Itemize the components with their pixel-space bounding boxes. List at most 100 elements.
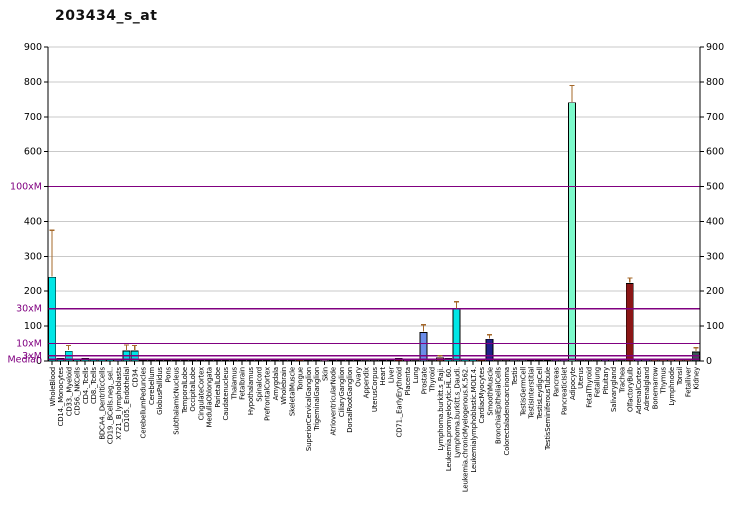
- x-tick-label: TestisLeydigCell: [536, 367, 544, 420]
- x-tick-label: CingulateCortex: [197, 367, 205, 420]
- x-tick-label: CerebellumPeduncles: [140, 366, 148, 438]
- x-tick-label: Adipocyte: [569, 367, 577, 400]
- x-tick-label: Tongue: [297, 367, 305, 392]
- ref-label-30xm: 30xM: [16, 304, 42, 315]
- x-tick-label: SuperiorCervicalGanglion: [305, 367, 313, 451]
- bar-prostate: [419, 332, 428, 362]
- x-tick-label: Leukemia.promyelocytic.HL.60.: [445, 367, 453, 471]
- x-tick-label: CardiacMyocytes: [478, 366, 486, 423]
- x-tick-label: BDCA4._DentriticCells: [98, 366, 106, 439]
- x-tick-label: Testis: [511, 366, 519, 386]
- x-tick-label: Kidney: [693, 367, 701, 390]
- y-tick-label-right: 400: [706, 216, 724, 227]
- x-tick-label: Wholebrain: [280, 367, 288, 405]
- y-tick-label-right: 300: [706, 251, 724, 262]
- x-tick-label: CD8._Tcells: [90, 366, 98, 404]
- x-tick-label: TestisGermCell: [519, 367, 527, 417]
- x-tick-label: Lymphnode: [668, 367, 676, 406]
- x-tick-label: Amygdala: [272, 367, 280, 400]
- x-tick-label: CD14._Monocytes: [57, 366, 65, 426]
- x-tick-label: Hypothalamus: [247, 366, 255, 415]
- x-tick-label: FetalThyroid: [585, 367, 593, 408]
- y-tick-label-left: 400: [24, 216, 42, 227]
- x-tick-label: Thalamus: [230, 366, 238, 400]
- x-tick-label: Pons: [164, 366, 172, 382]
- x-tick-label: AtrioventricularNode: [330, 367, 338, 436]
- x-tick-label: Lymphoma.burkitt.s_Daudi.: [453, 367, 461, 458]
- ref-label-10xm: 10xM: [16, 339, 42, 350]
- x-tick-label: CD4._Tcells: [82, 366, 90, 404]
- x-tick-label: Salivarygland: [610, 367, 618, 412]
- x-tick-label: ParietalLobe: [214, 367, 222, 408]
- ref-label-3xm: 3xM: [22, 351, 42, 362]
- y-tick-label-right: 500: [706, 182, 724, 193]
- x-tick-label: Ovary: [354, 367, 362, 387]
- y-tick-label-left: 900: [24, 42, 42, 53]
- ref-label-median: Median: [7, 354, 42, 365]
- y-tick-label-right: 0: [706, 356, 712, 367]
- bar-lymphoma-burkitt-s-daudi: [452, 308, 461, 362]
- x-tick-label: Tonsil: [676, 367, 684, 386]
- x-tick-label: Leukemialymphoblastic.MOLT.4.: [470, 367, 478, 473]
- x-tick-label: Heart: [379, 367, 387, 386]
- y-tick-label-right: 100: [706, 321, 724, 332]
- x-tick-label: Colorectaladenocarcinoma: [503, 367, 511, 455]
- x-tick-label: SkeletalMuscle: [288, 367, 296, 416]
- x-tick-label: GlobusPallidus: [156, 366, 164, 414]
- bar-olfactorybulb: [625, 283, 634, 362]
- x-tick-label: TrigeminalGanglion: [313, 367, 321, 432]
- x-tick-label: Skin: [321, 367, 329, 381]
- x-tick-label: Cerebellum: [148, 367, 156, 405]
- x-tick-label: CD19._BCells.neg._sel..: [107, 367, 115, 444]
- x-tick-label: BronchialEpithelialCells: [495, 366, 503, 444]
- x-tick-label: MedullaOblongata: [206, 367, 214, 427]
- x-tick-label: Lung: [412, 367, 420, 383]
- x-tick-label: Fetallung: [594, 367, 602, 397]
- x-tick-label: TemporalLobe: [181, 367, 189, 414]
- x-tick-label: Placenta: [404, 367, 412, 395]
- x-tick-label: CD33._Myeloid: [65, 367, 73, 416]
- x-tick-label: WholeBlood: [49, 367, 57, 407]
- x-tick-label: Fetalbrain: [239, 367, 247, 400]
- x-tick-label: Thyroid: [429, 367, 437, 393]
- x-tick-label: Bonemarrow: [651, 366, 659, 409]
- x-tick-label: CD34.: [131, 367, 139, 387]
- x-tick-label: Lymphoma.burkitt.s_Raji.: [437, 367, 445, 450]
- y-tick-label-right: 800: [706, 77, 724, 88]
- x-tick-label: Leukemia.chronicMyelogenous.K.562.: [462, 367, 470, 492]
- y-tick-label-left: 200: [24, 286, 42, 297]
- x-tick-label: AdrenalCortex: [635, 367, 643, 414]
- x-tick-label: Prostate: [420, 367, 428, 394]
- y-tick-label-right: 200: [706, 286, 724, 297]
- y-tick-label-right: 600: [706, 147, 724, 158]
- y-tick-label-left: 800: [24, 77, 42, 88]
- x-tick-label: PrefrontalCortex: [264, 367, 272, 421]
- x-tick-label: CD105._Endothelial: [123, 367, 131, 432]
- y-tick-label-left: 700: [24, 112, 42, 123]
- x-tick-label: Fetalliver: [684, 367, 692, 397]
- x-tick-label: CiliaryGanglion: [338, 367, 346, 417]
- x-tick-label: X721_B_lymphoblasts: [115, 366, 123, 439]
- x-tick-label: Pancreas: [552, 366, 560, 396]
- x-tick-label: Adrenalgland: [643, 367, 651, 411]
- x-tick-label: Liver: [387, 367, 395, 383]
- bar-wholeblood: [48, 276, 57, 362]
- x-tick-label: Caudatenucleus: [222, 366, 230, 420]
- y-tick-label-right: 900: [706, 42, 724, 53]
- chart-title: 203434_s_at: [55, 8, 158, 24]
- x-tick-label: OlfactoryBulb: [627, 367, 635, 412]
- x-tick-label: OccipitalLobe: [189, 367, 197, 412]
- x-tick-label: Uterus: [577, 366, 585, 388]
- x-tick-label: PancreaticIslet: [561, 367, 569, 415]
- x-tick-label: Trachea: [618, 367, 626, 394]
- ref-label-100xm: 100xM: [10, 182, 42, 193]
- x-tick-label: TestisInterstitial: [528, 367, 536, 420]
- x-tick-label: CD71._EarlyErythroid: [396, 367, 404, 437]
- y-tick-label-left: 600: [24, 147, 42, 158]
- x-tick-label: Pituitary: [602, 367, 610, 394]
- y-tick-label-left: 0: [36, 356, 42, 367]
- x-tick-label: Appendix: [363, 367, 371, 398]
- bar-adipocyte: [568, 102, 576, 362]
